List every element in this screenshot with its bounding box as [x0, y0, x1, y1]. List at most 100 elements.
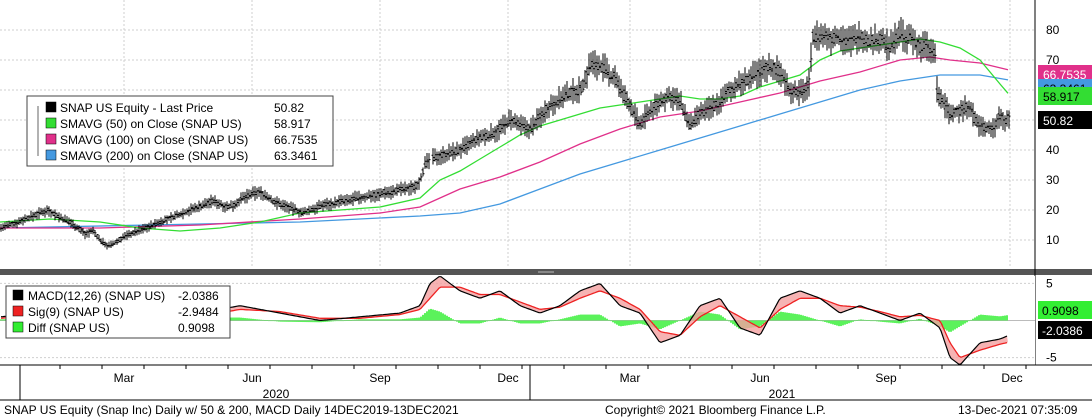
diff-bar [912, 320, 914, 321]
price-bar [863, 29, 867, 51]
diff-bar [252, 318, 254, 321]
diff-bar [488, 320, 490, 322]
price-bar [271, 197, 275, 205]
price-y-tick-label: 80 [1046, 23, 1060, 37]
diff-bar [418, 317, 420, 321]
price-bar [641, 113, 645, 129]
diff-bar [582, 314, 584, 321]
diff-bar [480, 320, 482, 324]
price-bar [17, 217, 21, 226]
x-tick-label: Mar [620, 371, 641, 385]
diff-bar [838, 320, 840, 327]
price-bar [683, 104, 687, 122]
price-bar [329, 198, 333, 211]
price-bar [663, 92, 667, 113]
price-bar [425, 152, 429, 169]
price-bar [487, 130, 491, 143]
price-bar [381, 188, 385, 198]
price-bar [985, 122, 989, 133]
diff-bar [882, 320, 884, 322]
price-bar [403, 181, 407, 196]
diff-bar [398, 319, 400, 321]
diff-bar [356, 319, 358, 321]
diff-bar [0, 319, 2, 321]
price-bar [319, 201, 323, 209]
diff-bar [256, 319, 258, 321]
diff-bar [514, 320, 516, 322]
price-bar [357, 190, 361, 205]
svg-text:SMAVG (200) on Close (SNAP US: SMAVG (200) on Close (SNAP US) [60, 149, 248, 163]
diff-bar [872, 320, 874, 322]
diff-bar [230, 317, 232, 321]
diff-bar [638, 320, 640, 324]
price-bar [99, 238, 103, 245]
diff-bar [410, 318, 412, 321]
diff-bar [916, 319, 918, 321]
diff-bar [536, 320, 538, 324]
diff-bar [834, 320, 836, 325]
diff-bar [274, 320, 276, 322]
price-bar [553, 95, 557, 115]
diff-bar [588, 314, 590, 321]
price-bar [11, 221, 15, 228]
diff-bar [294, 320, 296, 322]
price-bar [45, 205, 49, 215]
price-bar [237, 198, 241, 207]
svg-text:0.9098: 0.9098 [1042, 304, 1079, 318]
diff-bar [864, 319, 866, 321]
diff-bar [880, 320, 882, 322]
price-bar [825, 28, 829, 51]
price-bar [915, 37, 919, 58]
price-bar [773, 62, 777, 81]
diff-bar [416, 317, 418, 321]
price-bar [951, 104, 955, 123]
diff-bar [358, 319, 360, 321]
price-bar [599, 60, 603, 73]
price-bar [39, 207, 43, 216]
diff-bar [406, 318, 408, 321]
price-bar [163, 215, 167, 223]
diff-bar [510, 320, 512, 322]
diff-bar [656, 320, 658, 329]
price-bar [617, 75, 621, 98]
price-bar [953, 107, 957, 118]
price-bar [257, 186, 261, 197]
diff-bar [756, 320, 758, 327]
price-bar [589, 52, 593, 73]
diff-bar [824, 320, 826, 322]
price-bar [145, 223, 149, 233]
diff-bar [512, 320, 514, 322]
price-bar [567, 87, 571, 101]
price-y-tick-label: 20 [1046, 203, 1060, 217]
diff-bar [830, 320, 832, 324]
diff-bar [312, 320, 314, 323]
diff-bar [728, 320, 730, 322]
price-bar [219, 200, 223, 208]
price-bar [395, 183, 399, 196]
price-bar [241, 191, 245, 201]
price-bar [281, 199, 285, 211]
price-bar [289, 201, 293, 211]
price-bar [875, 33, 879, 52]
diff-bar [286, 320, 288, 322]
diff-bar [470, 320, 472, 324]
price-bar [917, 34, 921, 56]
diff-bar [288, 320, 290, 322]
diff-bar [382, 319, 384, 321]
diff-bar [250, 318, 252, 321]
price-bar [633, 103, 637, 126]
price-bar [393, 187, 397, 196]
macd-legend: MACD(12,26) (SNAP US) -2.0386 Sig(9) (SNAP… [5, 285, 231, 339]
diff-bar [992, 315, 994, 321]
price-bar [501, 114, 505, 134]
price-bar [443, 150, 447, 164]
price-bar [585, 66, 589, 89]
svg-text:-2.0386: -2.0386 [1042, 324, 1083, 338]
price-bar [691, 115, 695, 128]
diff-bar [518, 320, 520, 324]
price-bar [337, 195, 341, 208]
diff-bar [384, 319, 386, 321]
diff-bar [408, 318, 410, 321]
diff-bar [902, 320, 904, 323]
